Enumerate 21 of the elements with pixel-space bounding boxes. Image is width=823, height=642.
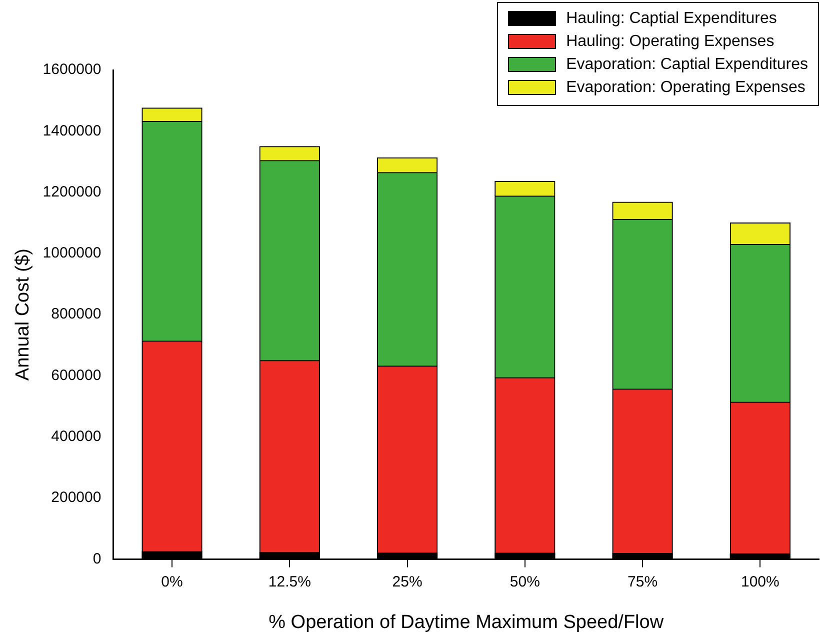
y-axis-title: Annual Cost ($) — [12, 248, 34, 381]
x-tick-label: 12.5% — [268, 573, 311, 590]
y-tick-label: 200000 — [51, 489, 102, 506]
x-tick-label: 25% — [392, 573, 422, 590]
y-tick-label: 0 — [92, 550, 102, 568]
legend-label: Hauling: Operating Expenses — [566, 32, 774, 50]
y-tick-label: 1000000 — [42, 244, 102, 262]
y-tick-label: 400000 — [51, 428, 102, 446]
legend-label: Hauling: Captial Expenditures — [566, 10, 777, 28]
x-tick-label: 100% — [740, 573, 780, 590]
legend-label: Evaporation: Operating Expenses — [566, 78, 806, 96]
y-tick-label: 1200000 — [42, 183, 102, 200]
x-tick-label: 0% — [161, 573, 183, 590]
x-axis-title: % Operation of Daytime Maximum Speed/Flow — [268, 612, 664, 633]
y-tick-label: 800000 — [51, 306, 102, 323]
x-tick-label: 75% — [628, 573, 658, 590]
y-tick-label: 1400000 — [42, 122, 102, 140]
legend-label: Evaporation: Captial Expenditures — [566, 56, 808, 74]
y-tick-label: 1600000 — [42, 61, 102, 78]
x-tick-label: 50% — [510, 573, 540, 590]
y-tick-label: 600000 — [51, 366, 102, 384]
